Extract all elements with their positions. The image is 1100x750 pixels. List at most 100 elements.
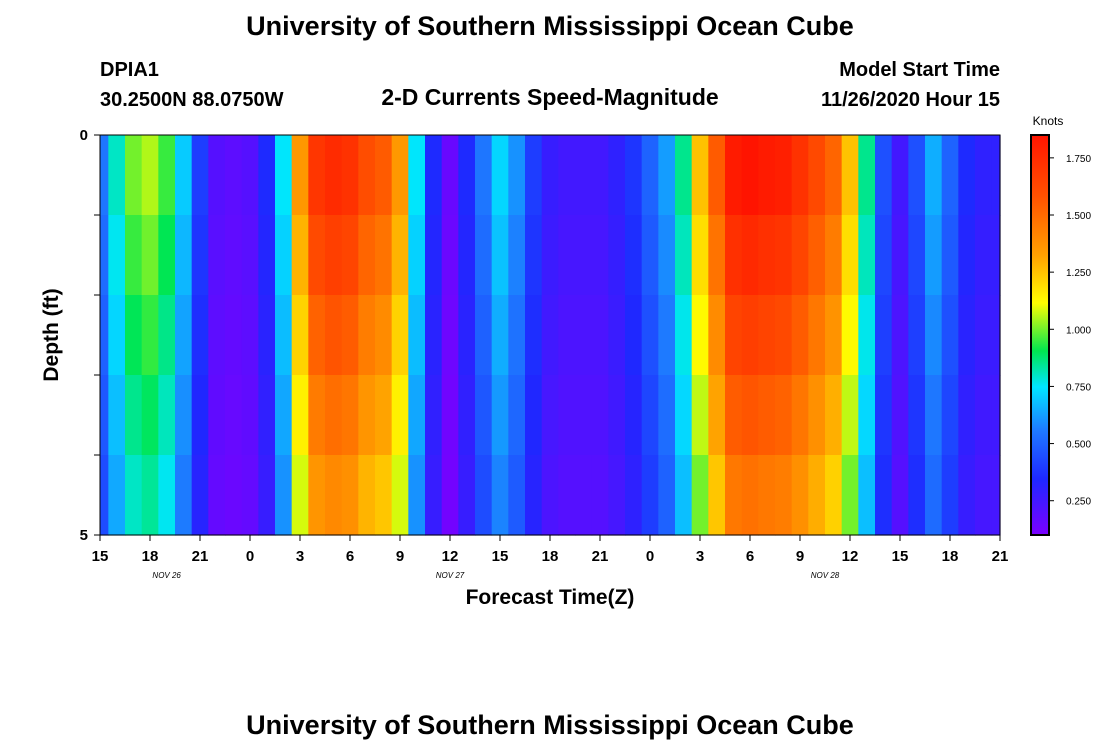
heatmap-cell	[841, 375, 859, 456]
heatmap-cell	[891, 455, 909, 536]
heatmap-cell	[558, 135, 576, 216]
heatmap-cell	[591, 295, 609, 376]
heatmap-cell	[525, 375, 543, 456]
heatmap-cell	[125, 295, 143, 376]
heatmap-cell	[308, 135, 326, 216]
heatmap-cell	[941, 295, 959, 376]
chart-subtitle: 2-D Currents Speed-Magnitude	[381, 84, 718, 110]
heatmap-cell	[825, 295, 843, 376]
heatmap-cell	[558, 455, 576, 536]
heatmap	[100, 135, 1001, 536]
heatmap-cell	[425, 135, 443, 216]
heatmap-cell	[758, 295, 776, 376]
heatmap-cell	[158, 215, 176, 296]
heatmap-cell	[508, 135, 526, 216]
heatmap-cell	[625, 455, 643, 536]
heatmap-cell	[141, 295, 159, 376]
heatmap-cell	[275, 135, 293, 216]
heatmap-cell	[908, 135, 926, 216]
heatmap-cell	[841, 135, 859, 216]
heatmap-cell	[441, 215, 459, 296]
footer-title: University of Southern Mississippi Ocean…	[246, 710, 854, 740]
heatmap-cell	[241, 295, 259, 376]
heatmap-cell	[191, 295, 209, 376]
heatmap-cell	[491, 375, 509, 456]
heatmap-cell	[525, 135, 543, 216]
heatmap-cell	[658, 375, 676, 456]
heatmap-cell	[391, 135, 409, 216]
heatmap-cell	[808, 375, 826, 456]
heatmap-cell	[591, 135, 609, 216]
colorbar	[1030, 134, 1050, 536]
heatmap-cell	[391, 455, 409, 536]
heatmap-cell	[808, 455, 826, 536]
heatmap-cell	[708, 455, 726, 536]
heatmap-cell	[541, 215, 559, 296]
heatmap-cell	[741, 455, 759, 536]
heatmap-cell	[725, 295, 743, 376]
heatmap-cell	[191, 455, 209, 536]
heatmap-cell	[141, 375, 159, 456]
colorbar-tick-label: 1.000	[1066, 325, 1091, 336]
heatmap-cell	[425, 215, 443, 296]
heatmap-cell	[575, 215, 593, 296]
heatmap-cell	[775, 375, 793, 456]
heatmap-cell	[341, 375, 359, 456]
heatmap-cell	[308, 295, 326, 376]
x-tick-label: 18	[542, 548, 559, 565]
heatmap-cell	[525, 215, 543, 296]
heatmap-cell	[825, 455, 843, 536]
x-tick-label: 3	[296, 548, 304, 565]
heatmap-cell	[225, 455, 243, 536]
heatmap-cell	[541, 455, 559, 536]
heatmap-cell	[125, 375, 143, 456]
colorbar-tick-label: 1.750	[1066, 154, 1091, 165]
heatmap-cell	[375, 135, 393, 216]
x-tick-label: 0	[246, 548, 254, 565]
heatmap-cell	[591, 375, 609, 456]
heatmap-cell	[391, 215, 409, 296]
heatmap-cell	[841, 455, 859, 536]
heatmap-cell	[458, 135, 476, 216]
heatmap-cell	[358, 375, 376, 456]
x-tick-label: 9	[396, 548, 404, 565]
heatmap-cell	[100, 215, 109, 296]
heatmap-cell	[675, 215, 693, 296]
heatmap-cell	[641, 295, 659, 376]
heatmap-cell	[208, 215, 226, 296]
x-tick-label: 21	[992, 548, 1009, 565]
heatmap-cell	[708, 375, 726, 456]
heatmap-cell	[158, 295, 176, 376]
heatmap-cell	[991, 135, 1001, 216]
heatmap-cell	[258, 455, 276, 536]
y-tick-label: 0	[80, 127, 88, 144]
heatmap-cell	[358, 135, 376, 216]
date-label: NOV 26	[152, 571, 181, 580]
heatmap-cell	[941, 455, 959, 536]
heatmap-cell	[958, 375, 976, 456]
heatmap-cell	[808, 215, 826, 296]
heatmap-cell	[341, 295, 359, 376]
heatmap-cell	[308, 215, 326, 296]
heatmap-cell	[675, 135, 693, 216]
heatmap-cell	[358, 215, 376, 296]
heatmap-cell	[491, 455, 509, 536]
heatmap-cell	[625, 135, 643, 216]
heatmap-cell	[125, 135, 143, 216]
heatmap-cell	[925, 135, 943, 216]
heatmap-cell	[508, 215, 526, 296]
heatmap-cell	[425, 375, 443, 456]
heatmap-cell	[308, 455, 326, 536]
heatmap-cell	[391, 375, 409, 456]
heatmap-cell	[325, 455, 343, 536]
x-tick-label: 15	[892, 548, 909, 565]
heatmap-cell	[725, 215, 743, 296]
heatmap-cell	[158, 455, 176, 536]
heatmap-cell	[991, 455, 1001, 536]
heatmap-cell	[575, 135, 593, 216]
heatmap-cell	[291, 295, 309, 376]
heatmap-cell	[941, 215, 959, 296]
heatmap-cell	[208, 295, 226, 376]
heatmap-cell	[358, 295, 376, 376]
heatmap-cell	[958, 455, 976, 536]
